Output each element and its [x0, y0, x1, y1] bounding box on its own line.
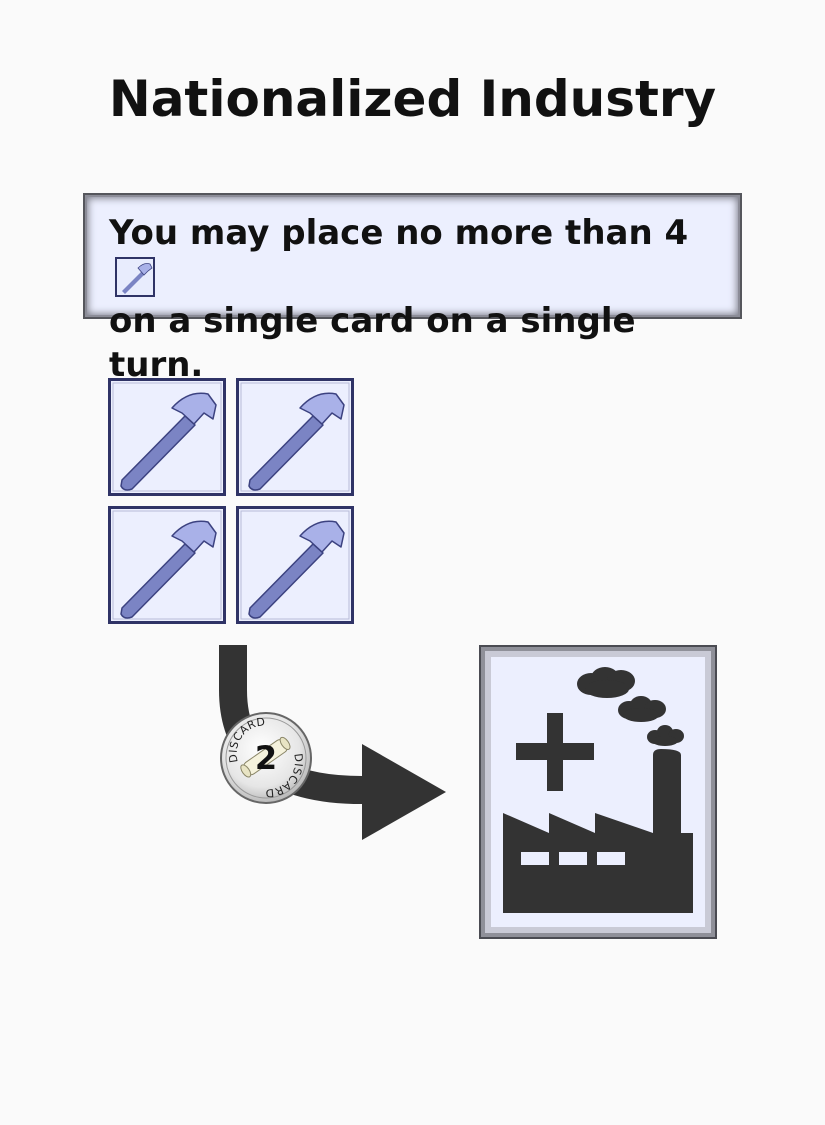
hammer-icon	[115, 257, 155, 297]
hammer-icon	[236, 506, 354, 624]
factory-plus-icon	[479, 645, 717, 939]
card-title: Nationalized Industry	[108, 70, 717, 128]
hammer-icon	[108, 378, 226, 496]
rule-text: You may place no more than 4 on a single…	[109, 211, 729, 387]
discard-amount: 2	[255, 739, 277, 777]
hammer-icon	[108, 506, 226, 624]
rule-text-box: You may place no more than 4 on a single…	[83, 193, 742, 385]
discard-badge: DISCARD DISCARD 2	[220, 712, 312, 804]
hammer-icon	[236, 378, 354, 496]
rule-line-1: You may place no more than 4	[109, 213, 689, 253]
